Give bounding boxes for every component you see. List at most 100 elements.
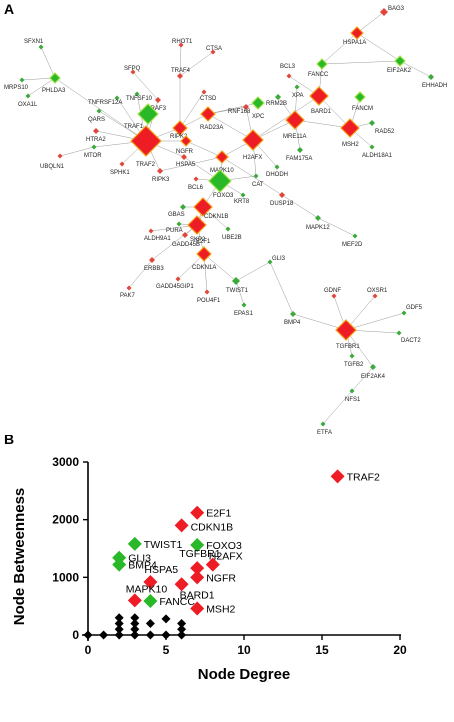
network-nodes: BAG3 HSPA1A EIF2AK2 EHHADH SFXN1 MRPS10 PHLDA3… — [4, 6, 447, 435]
node-label-gadd45b: GADD45B — [172, 242, 200, 248]
scatter-point-unlabeled — [114, 618, 124, 628]
node-pak7: PAK7 — [120, 285, 136, 299]
node-label-bmp4: BMP4 — [284, 320, 301, 326]
node-label-hspa5: HSPA5 — [176, 162, 196, 168]
node-label-etfa: ETFA — [317, 430, 332, 435]
node-diamond-ctsd — [201, 89, 207, 95]
edge-phlda3-traf2 — [54, 77, 147, 142]
scatter-label-bard1: BARD1 — [180, 589, 215, 601]
node-eif2ak2: EIF2AK2 — [387, 55, 412, 74]
edge-cdkn1a-gadd45gip1 — [177, 253, 205, 280]
node-e2f1: E2F1 — [187, 215, 211, 245]
node-cdkn1a: CDKN1A — [192, 246, 216, 271]
node-diamond-bcl6 — [193, 176, 199, 182]
scatter-point-unlabeled — [177, 618, 187, 628]
node-diamond-eif2ak2 — [394, 55, 406, 67]
node-diamond-nfs1 — [349, 388, 355, 394]
node-diamond-traf4 — [177, 73, 183, 79]
node-oxa1l: OXA1L — [18, 93, 38, 108]
scatter-point-unlabeled — [99, 630, 109, 640]
node-diamond-gdnf — [331, 293, 337, 299]
node-label-fancc: FANCC — [308, 72, 329, 78]
node-diamond-bard1 — [309, 86, 329, 106]
node-traf3: TRAF3 — [147, 97, 167, 112]
node-nfs1: NFS1 — [345, 388, 361, 403]
node-msh2: MSH2 — [340, 118, 360, 148]
node-rrm2b: RRM2B — [266, 94, 287, 107]
node-label-mre11a: MRE11A — [283, 134, 307, 140]
node-diamond-pura — [176, 221, 182, 227]
scatter-label-cdkn1b: CDKN1B — [191, 521, 234, 533]
node-label-ctsa: CTSA — [206, 46, 222, 52]
node-diamond-bag3 — [380, 8, 388, 16]
node-label-tnfrsf12a: TNFRSF12A — [88, 100, 122, 106]
scatter-point-fancc — [143, 593, 158, 608]
scatter-point-unlabeled — [130, 630, 140, 640]
node-sfpq: SFPQ — [124, 66, 141, 75]
node-label-oxa1l: OXA1L — [18, 102, 38, 108]
node-label-nfs1: NFS1 — [345, 397, 361, 403]
node-label-htra2: HTRA2 — [86, 137, 106, 143]
node-diamond-mef2d — [352, 233, 358, 239]
panel-b-letter: B — [4, 435, 14, 447]
edge-hspa1a-eif2ak2 — [356, 32, 401, 62]
y-tick-label: 1000 — [52, 570, 79, 584]
x-tick-label: 0 — [85, 643, 92, 657]
edge-dusp18-mapk12 — [281, 194, 319, 219]
node-bmp4: BMP4 — [284, 311, 301, 326]
node-label-mapk10: MAPK10 — [210, 168, 234, 174]
node-diamond-dact2 — [396, 330, 402, 336]
node-label-phlda3: PHLDA3 — [42, 88, 66, 94]
edge-rad23a-h2afx — [207, 113, 254, 141]
node-ubqln1: UBQLN1 — [40, 153, 65, 170]
scatter-point-hspa5 — [143, 574, 158, 589]
node-diamond-hspa1a — [350, 26, 364, 40]
node-label-gdf5: GDF5 — [406, 305, 423, 311]
edge-ctsd-ripk2 — [179, 91, 205, 129]
edge-gli3-bmp4 — [269, 261, 294, 315]
node-label-tgfbr1: TGFBR1 — [336, 344, 360, 350]
node-mef2d: MEF2D — [342, 233, 363, 248]
edge-e2f1-erbb3 — [151, 224, 198, 261]
node-label-epas1: EPAS1 — [234, 311, 254, 317]
node-diamond-sfpq — [130, 69, 136, 75]
node-diamond-ube2b — [225, 226, 231, 232]
edge-gdf5-tgfbr1 — [345, 312, 405, 331]
node-diamond-foxo3 — [208, 169, 232, 193]
edge-mapk12-mef2d — [317, 217, 356, 237]
node-label-rhot1: RHOT1 — [172, 39, 193, 45]
node-label-h2afx: H2AFX — [243, 155, 262, 161]
node-mrps10: MRPS10 — [4, 77, 29, 91]
node-label-qars: QARS — [88, 117, 105, 123]
node-fancm: FANCM — [352, 91, 373, 112]
node-label-gdnf: GDNF — [324, 288, 341, 294]
node-label-eif2ak2: EIF2AK2 — [387, 68, 412, 74]
node-diamond-mre11a — [285, 110, 305, 130]
node-bag3: BAG3 — [380, 6, 405, 16]
node-diamond-gadd45b — [182, 232, 188, 238]
node-aldh9a1: ALDH9A1 — [144, 228, 171, 242]
node-diamond-hspa5 — [181, 154, 187, 160]
node-krt8: KRT8 — [234, 192, 250, 205]
node-diamond-pak7 — [126, 285, 132, 291]
node-diamond-gdf5 — [401, 310, 407, 316]
node-label-dhodh: DHODH — [266, 172, 288, 178]
node-ube2b: UBE2B — [222, 226, 242, 241]
node-bcl3: BCL3 — [280, 64, 296, 79]
node-diamond-epas1 — [241, 302, 247, 308]
node-diamond-ripk3 — [157, 168, 163, 174]
node-rhot1: RHOT1 — [172, 39, 193, 48]
node-label-xpa: XPA — [292, 93, 304, 99]
node-epas1: EPAS1 — [234, 302, 254, 317]
panel-a-letter: A — [4, 1, 14, 17]
node-mapk10: MAPK10 — [210, 150, 234, 174]
node-dusp18: DUSP18 — [270, 192, 294, 207]
node-cat: CAT — [252, 173, 264, 188]
scatter-point-unlabeled — [114, 630, 124, 640]
node-label-traf2: TRAF2 — [136, 162, 156, 168]
node-diamond-mrps10 — [19, 77, 25, 83]
node-diamond-rnf168 — [243, 104, 249, 110]
node-diamond-traf1 — [137, 103, 159, 125]
node-gli3: GLI3 — [267, 256, 286, 265]
node-diamond-aldh18a1 — [369, 144, 375, 150]
